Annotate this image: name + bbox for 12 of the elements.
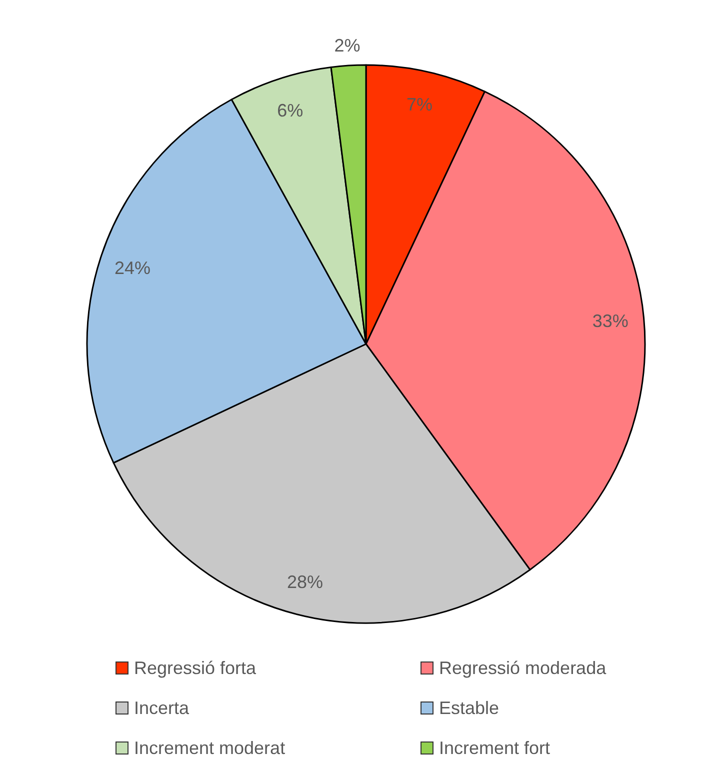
legend-label: Estable: [439, 698, 500, 718]
data-label: 6%: [277, 100, 304, 120]
data-label: 33%: [592, 310, 628, 331]
data-label: 24%: [114, 258, 151, 278]
legend-label: Increment fort: [439, 738, 550, 758]
data-label: 28%: [286, 572, 323, 592]
legend-label: Increment moderat: [134, 738, 286, 758]
data-label: 2%: [334, 36, 360, 56]
legend-label: Regressió moderada: [439, 658, 608, 678]
legend-label: Incerta: [134, 698, 190, 718]
legend-label: Regressió forta: [134, 658, 258, 678]
data-label: 7%: [406, 94, 433, 114]
